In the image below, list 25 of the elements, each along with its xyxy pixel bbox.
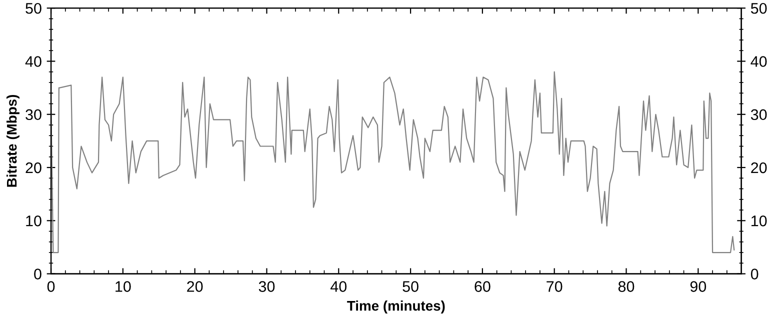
y-tick-label: 50 xyxy=(26,2,42,14)
y-tick-label: 0 xyxy=(34,268,42,280)
x-tick-label: 80 xyxy=(618,281,634,292)
x-tick-label: 20 xyxy=(187,281,203,292)
x-tick-label: 50 xyxy=(402,281,418,292)
x-tick-label: 70 xyxy=(546,281,562,292)
x-tick-label: 60 xyxy=(474,281,490,292)
y2-tick-label: 40 xyxy=(750,56,767,67)
y2-tick-label: 10 xyxy=(752,216,767,226)
y2-tick-label: 0 xyxy=(750,268,758,280)
x-axis-title: Time (minutes) xyxy=(347,300,445,314)
y2-tick-label: 30 xyxy=(750,109,767,120)
y-tick-label: 10 xyxy=(26,216,42,226)
x-tick-label: 30 xyxy=(258,281,275,292)
y-tick-label: 30 xyxy=(26,109,42,120)
x-tick-label: 90 xyxy=(690,281,706,292)
x-tick-label: 40 xyxy=(330,281,347,292)
y-tick-label: 40 xyxy=(25,56,42,67)
x-tick-label: 10 xyxy=(116,281,131,292)
y2-tick-label: 50 xyxy=(750,2,767,14)
y2-tick-label: 20 xyxy=(751,162,767,174)
line-series xyxy=(51,71,735,254)
y-axis-title: Bitrate (Mbps) xyxy=(6,94,20,187)
y-tick-label: 20 xyxy=(26,162,42,174)
x-tick-label: 0 xyxy=(47,281,55,292)
